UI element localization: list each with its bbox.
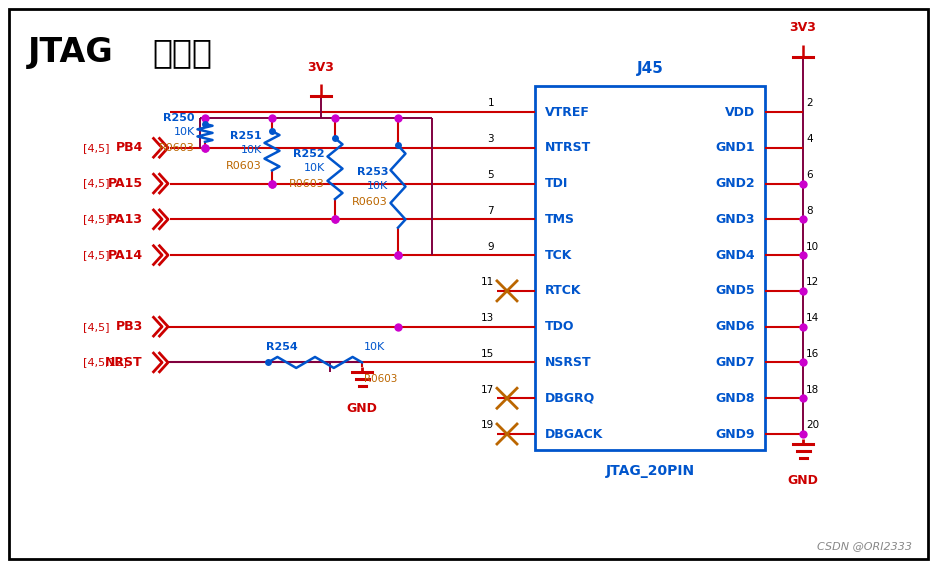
Text: GND4: GND4 — [714, 249, 754, 262]
Text: GND9: GND9 — [715, 428, 754, 441]
Text: R0603: R0603 — [226, 161, 262, 171]
Text: 14: 14 — [805, 313, 818, 323]
Text: 8: 8 — [805, 206, 812, 216]
Text: 12: 12 — [805, 277, 818, 287]
Text: VTREF: VTREF — [545, 106, 590, 119]
Text: 1: 1 — [487, 98, 493, 108]
Text: 10K: 10K — [303, 162, 325, 173]
Text: DBGRQ: DBGRQ — [545, 392, 594, 405]
Text: 15: 15 — [480, 349, 493, 359]
Text: PA13: PA13 — [108, 213, 143, 226]
Text: 3: 3 — [487, 134, 493, 144]
Text: JTAG: JTAG — [28, 36, 113, 69]
Text: VDD: VDD — [724, 106, 754, 119]
Text: R253: R253 — [356, 166, 388, 177]
Text: 20: 20 — [805, 420, 818, 431]
Text: [4,5]: [4,5] — [83, 321, 110, 332]
Text: 10K: 10K — [363, 343, 385, 353]
Text: GND3: GND3 — [715, 213, 754, 226]
Text: 9: 9 — [487, 241, 493, 252]
Text: J45: J45 — [636, 61, 663, 76]
Text: 10K: 10K — [173, 127, 195, 137]
Text: 5: 5 — [487, 170, 493, 180]
Text: GND8: GND8 — [715, 392, 754, 405]
Text: GND2: GND2 — [714, 177, 754, 190]
Text: 调试口: 调试口 — [152, 36, 212, 69]
Text: 13: 13 — [480, 313, 493, 323]
Text: 18: 18 — [805, 385, 818, 395]
Text: TCK: TCK — [545, 249, 572, 262]
Text: R0603: R0603 — [159, 143, 195, 153]
Text: R252: R252 — [293, 149, 325, 158]
Text: 10K: 10K — [241, 145, 262, 154]
Text: PA14: PA14 — [108, 249, 143, 262]
Text: 11: 11 — [480, 277, 493, 287]
Text: RTCK: RTCK — [545, 285, 581, 298]
Text: JTAG_20PIN: JTAG_20PIN — [605, 464, 694, 478]
Text: TMS: TMS — [545, 213, 575, 226]
Text: 10K: 10K — [366, 181, 388, 190]
Text: GND6: GND6 — [715, 320, 754, 333]
Bar — [534, 86, 764, 450]
Text: NTRST: NTRST — [545, 141, 591, 154]
Text: 3V3: 3V3 — [307, 61, 334, 74]
Text: 7: 7 — [487, 206, 493, 216]
Text: PA15: PA15 — [108, 177, 143, 190]
Text: R254: R254 — [266, 343, 298, 353]
Text: 2: 2 — [805, 98, 812, 108]
Text: R0603: R0603 — [352, 197, 388, 207]
Text: NRST: NRST — [105, 356, 143, 369]
Text: NSRST: NSRST — [545, 356, 591, 369]
Text: [4,5,12]: [4,5,12] — [83, 357, 127, 367]
Text: 16: 16 — [805, 349, 818, 359]
Text: TDI: TDI — [545, 177, 568, 190]
Text: R0603: R0603 — [289, 179, 325, 189]
Text: 6: 6 — [805, 170, 812, 180]
Text: PB3: PB3 — [116, 320, 143, 333]
Text: PB4: PB4 — [115, 141, 143, 154]
Text: [4,5]: [4,5] — [83, 214, 110, 224]
Text: CSDN @ORI2333: CSDN @ORI2333 — [816, 541, 911, 551]
Text: DBGACK: DBGACK — [545, 428, 603, 441]
Text: 3V3: 3V3 — [789, 21, 815, 34]
Text: TDO: TDO — [545, 320, 574, 333]
Text: GND: GND — [787, 474, 817, 487]
Text: [4,5]: [4,5] — [83, 178, 110, 189]
Text: GND1: GND1 — [714, 141, 754, 154]
Text: R0603: R0603 — [363, 374, 397, 385]
Text: GND5: GND5 — [714, 285, 754, 298]
Text: GND7: GND7 — [714, 356, 754, 369]
Text: 19: 19 — [480, 420, 493, 431]
Text: 10: 10 — [805, 241, 818, 252]
Text: 4: 4 — [805, 134, 812, 144]
Text: R251: R251 — [230, 131, 262, 141]
Text: [4,5]: [4,5] — [83, 250, 110, 260]
Text: [4,5]: [4,5] — [83, 143, 110, 153]
Text: R250: R250 — [163, 113, 195, 123]
Text: GND: GND — [346, 403, 377, 415]
Text: 17: 17 — [480, 385, 493, 395]
